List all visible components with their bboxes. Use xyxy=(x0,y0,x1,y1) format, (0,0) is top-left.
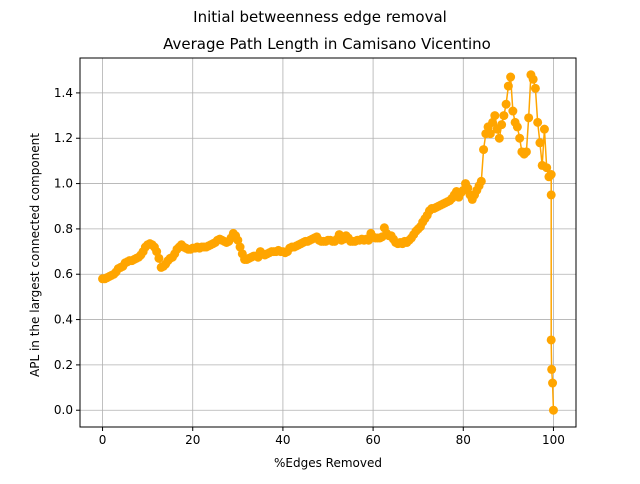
data-point xyxy=(463,183,473,193)
data-point xyxy=(535,138,545,148)
y-tick-label: 0.6 xyxy=(54,267,73,281)
data-point xyxy=(503,81,513,91)
data-point xyxy=(506,72,516,82)
y-axis-ticks: 0.0 0.2 0.4 0.6 0.8 1.0 1.2 1.4 xyxy=(54,86,80,417)
grid-lines xyxy=(80,58,576,427)
chart-title: Average Path Length in Camisano Vicentin… xyxy=(163,35,491,53)
data-point xyxy=(235,242,245,252)
x-axis-label: %Edges Removed xyxy=(274,456,382,470)
data-point xyxy=(476,176,486,186)
data-point xyxy=(533,117,543,127)
plot-frame xyxy=(79,57,577,428)
x-tick-label: 0 xyxy=(99,433,107,447)
y-tick-label: 1.4 xyxy=(54,86,73,100)
data-point xyxy=(528,74,538,84)
data-point xyxy=(546,335,556,345)
x-tick-label: 20 xyxy=(185,433,200,447)
y-tick-label: 0.2 xyxy=(54,358,73,372)
data-series xyxy=(98,70,558,415)
data-point xyxy=(490,111,500,121)
data-point xyxy=(524,113,534,123)
data-point xyxy=(530,83,540,93)
data-point xyxy=(501,99,511,109)
data-point xyxy=(521,147,531,157)
y-tick-label: 0.4 xyxy=(54,313,73,327)
y-tick-label: 0.0 xyxy=(54,403,73,417)
data-point xyxy=(494,133,504,143)
y-tick-label: 0.8 xyxy=(54,222,73,236)
x-axis-ticks: 0 20 40 60 80 100 xyxy=(99,427,565,447)
y-tick-label: 1.0 xyxy=(54,177,73,191)
data-point xyxy=(539,124,549,134)
data-point xyxy=(488,117,498,127)
figure-suptitle: Initial betweenness edge removal xyxy=(193,8,447,26)
data-point xyxy=(479,145,489,155)
x-tick-label: 40 xyxy=(275,433,290,447)
data-point xyxy=(547,364,557,374)
data-point xyxy=(485,129,495,139)
data-point xyxy=(499,111,509,121)
data-point xyxy=(508,106,518,116)
data-point xyxy=(233,235,243,245)
data-point xyxy=(515,133,525,143)
y-tick-label: 1.2 xyxy=(54,131,73,145)
data-point xyxy=(154,253,164,263)
y-axis-label: APL in the largest connected component xyxy=(28,133,42,377)
data-point xyxy=(546,190,556,200)
data-point xyxy=(548,378,558,388)
x-tick-label: 60 xyxy=(365,433,380,447)
x-tick-label: 80 xyxy=(456,433,471,447)
data-point xyxy=(152,247,162,257)
data-point xyxy=(497,120,507,130)
x-tick-label: 100 xyxy=(542,433,565,447)
data-point xyxy=(546,170,556,180)
data-point xyxy=(512,122,522,132)
data-point xyxy=(542,163,552,173)
data-point xyxy=(548,405,558,415)
